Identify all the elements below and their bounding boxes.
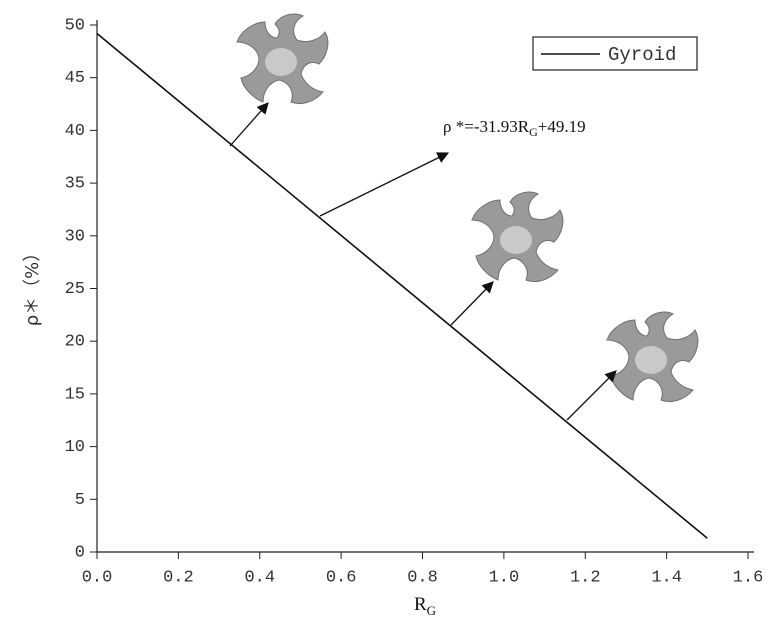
x-label-main: R xyxy=(414,594,427,615)
arrow xyxy=(230,103,268,146)
gyroid-image xyxy=(607,312,698,401)
y-tick-label: 50 xyxy=(65,16,85,35)
arrow xyxy=(567,371,616,420)
x-tick-label: 0.4 xyxy=(244,568,275,587)
y-tick-label: 35 xyxy=(65,175,85,194)
gyroid-image xyxy=(472,192,563,281)
gyroid-image xyxy=(237,14,328,103)
y-tick-label: 25 xyxy=(65,280,85,299)
series-line xyxy=(97,34,707,539)
equation-part: ρ *=-31.93R xyxy=(443,117,530,136)
x-tick-label: 1.6 xyxy=(733,568,764,587)
y-axis-label: ρ＊（%） xyxy=(22,244,43,327)
x-tick-label: 0.8 xyxy=(407,568,438,587)
equation: ρ *=-31.93RG+49.19 xyxy=(443,117,586,139)
y-tick-label: 40 xyxy=(65,122,85,141)
equation-part: +49.19 xyxy=(538,117,586,136)
x-axis-label: RG xyxy=(414,594,436,618)
y-tick-label: 45 xyxy=(65,69,85,88)
x-tick-label: 1.4 xyxy=(651,568,682,587)
y-tick-label: 10 xyxy=(65,438,85,457)
arrows xyxy=(230,103,616,420)
x-tick-label: 1.2 xyxy=(570,568,601,587)
y-tick-label: 5 xyxy=(75,491,85,510)
legend-label: Gyroid xyxy=(608,44,676,66)
axes xyxy=(97,20,754,552)
x-label-sub: G xyxy=(427,603,436,618)
x-tick-label: 0.6 xyxy=(326,568,357,587)
arrow xyxy=(451,282,493,325)
x-tick-label: 0.2 xyxy=(163,568,194,587)
y-tick-label: 20 xyxy=(65,333,85,352)
y-tick-label: 15 xyxy=(65,385,85,404)
x-tick-label: 0.0 xyxy=(82,568,113,587)
x-tick-label: 1.0 xyxy=(489,568,520,587)
chart: 0 5 10 15 20 25 30 35 40 45 50 0.0 0.2 0.4 0.6 0.8 1.0 1.… xyxy=(0,0,769,629)
arrow xyxy=(320,153,448,216)
y-tick-label: 0 xyxy=(75,543,85,562)
equation-sub: G xyxy=(529,125,538,139)
legend: Gyroid xyxy=(533,37,697,70)
y-tick-label: 30 xyxy=(65,227,85,246)
